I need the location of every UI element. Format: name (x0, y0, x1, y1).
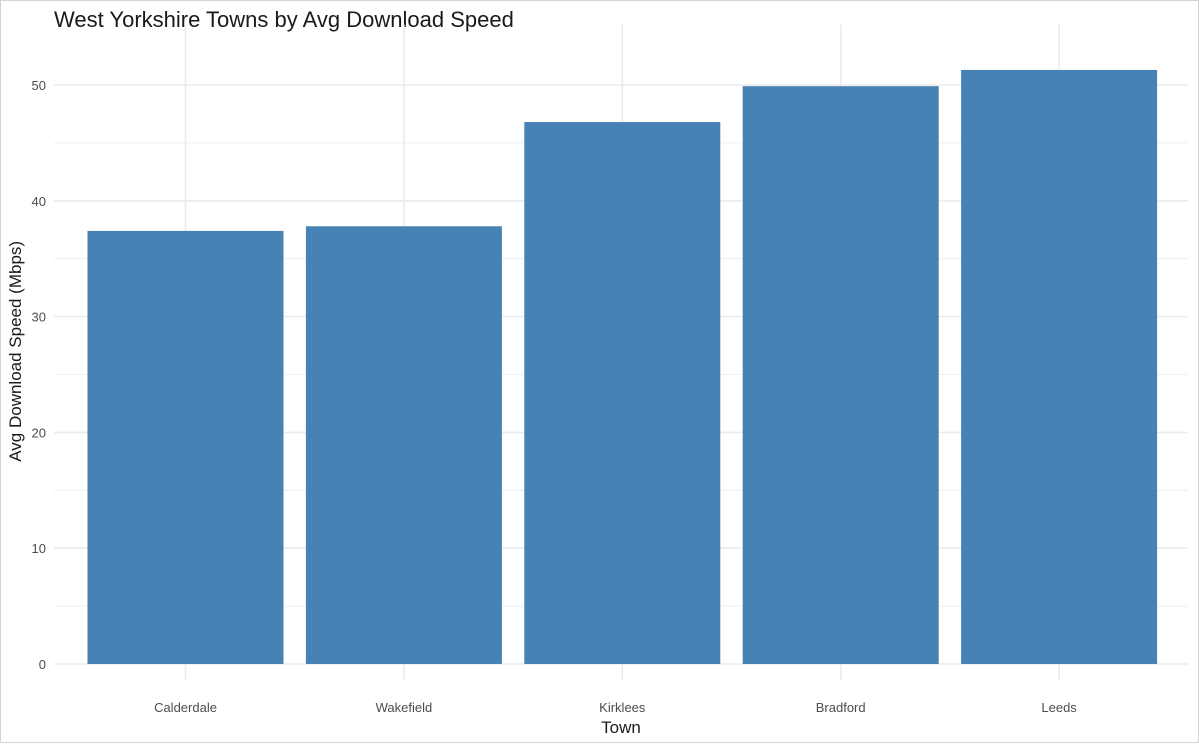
bar-bradford (742, 86, 939, 664)
chart-title: West Yorkshire Towns by Avg Download Spe… (54, 7, 514, 32)
y-tick-labels: 0 10 20 30 40 50 (32, 78, 46, 672)
bar-calderdale (87, 230, 284, 664)
y-axis-title: Avg Download Speed (Mbps) (6, 241, 25, 462)
y-tick-label: 40 (32, 194, 46, 209)
y-tick-label: 30 (32, 310, 46, 325)
y-tick-label: 50 (32, 78, 46, 93)
bar-wakefield (305, 226, 502, 664)
x-tick-label: Leeds (1041, 700, 1077, 715)
x-axis-title: Town (601, 718, 641, 737)
x-tick-label: Bradford (816, 700, 866, 715)
bar-leeds (961, 69, 1158, 665)
x-tick-label: Kirklees (599, 700, 646, 715)
y-tick-label: 10 (32, 541, 46, 556)
x-tick-labels: Calderdale Wakefield Kirklees Bradford Leeds (154, 700, 1077, 715)
y-tick-label: 0 (39, 657, 46, 672)
bars (87, 69, 1158, 665)
x-tick-label: Calderdale (154, 700, 217, 715)
y-tick-label: 20 (32, 425, 46, 440)
x-tick-label: Wakefield (376, 700, 433, 715)
bar-kirklees (524, 122, 721, 664)
